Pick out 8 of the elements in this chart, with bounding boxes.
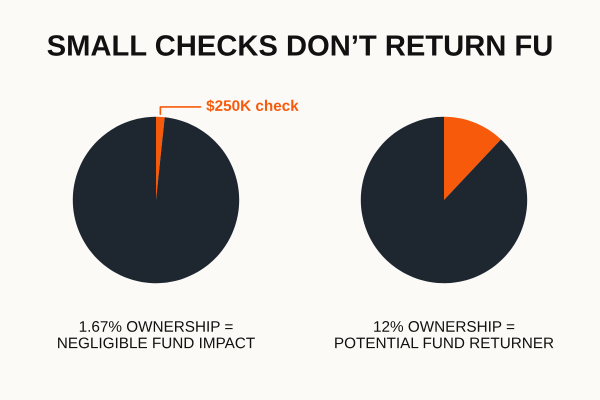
pie-slice <box>360 116 528 284</box>
text: 12% OWNERSHIP = POTENTIAL FUND RETURNER <box>335 321 554 348</box>
pie-slice <box>444 116 501 200</box>
pie-slice <box>72 116 240 284</box>
pie-slice <box>156 116 165 200</box>
chart-title: SMALL CHECKS DON’T RETURN FU <box>48 35 552 56</box>
text: 1.67% OWNERSHIP = NEGLIGIBLE FUND IMPACT <box>58 321 255 348</box>
slice-label: $250K check <box>206 100 299 112</box>
